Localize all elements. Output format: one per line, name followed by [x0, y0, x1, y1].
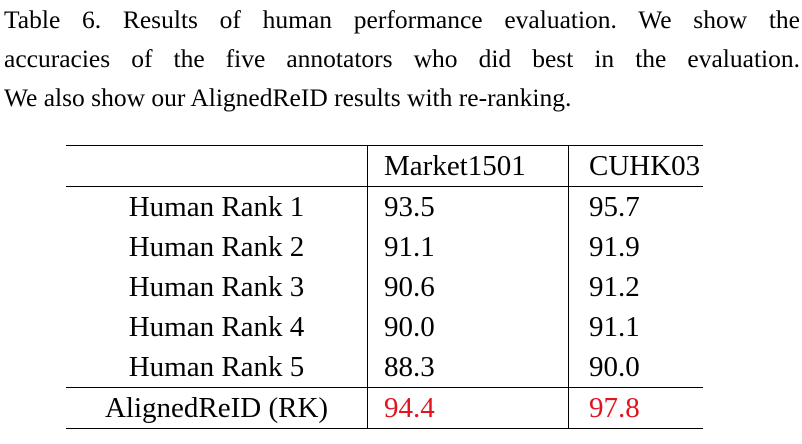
table-row: Human Rank 3 90.6 91.2: [66, 267, 703, 307]
row-cuhk-value: 91.2: [589, 271, 640, 303]
table-row: Human Rank 1 93.5 95.7: [66, 186, 703, 227]
table-row: Human Rank 5 88.3 90.0: [66, 347, 703, 388]
results-table: Market1501 CUHK03 Human Rank 1 93.5 95.7…: [66, 145, 703, 429]
caption-line-2: accuracies of the five annotators who di…: [4, 44, 800, 73]
table-caption: Table 6. Results of human performance ev…: [4, 0, 800, 117]
table-row: Human Rank 2 91.1 91.9: [66, 227, 703, 267]
table-row: Human Rank 4 90.0 91.1: [66, 307, 703, 347]
row-cuhk-value: 97.8: [568, 387, 703, 429]
header-cuhk03: CUHK03: [568, 145, 703, 187]
header-market1501: Market1501: [367, 145, 569, 187]
table-row-alignedreid: AlignedReID (RK) 94.4 97.8: [66, 387, 703, 429]
caption-line-1: Table 6. Results of human performance ev…: [4, 5, 800, 34]
row-cuhk-value: 95.7: [589, 191, 640, 223]
row-market-value: 91.1: [367, 227, 569, 267]
row-method: Human Rank 2: [66, 227, 368, 267]
row-cuhk-value: 91.9: [589, 231, 640, 263]
header-method: [66, 145, 368, 187]
row-method: Human Rank 4: [66, 307, 368, 347]
row-market-value: 93.5: [367, 186, 569, 227]
row-cuhk-value: 91.1: [589, 311, 640, 343]
row-market-value: 90.0: [367, 307, 569, 347]
row-method: Human Rank 3: [66, 267, 368, 307]
row-method: Human Rank 1: [66, 186, 368, 227]
row-method: Human Rank 5: [66, 347, 368, 388]
row-market-value: 88.3: [367, 347, 569, 388]
row-market-value: 94.4: [367, 387, 569, 429]
caption-line-3: We also show our AlignedReID results wit…: [4, 83, 572, 112]
row-cuhk-value: 90.0: [589, 351, 640, 383]
row-market-value: 90.6: [367, 267, 569, 307]
table-header-row: Market1501 CUHK03: [66, 145, 703, 187]
row-method: AlignedReID (RK): [66, 387, 368, 429]
